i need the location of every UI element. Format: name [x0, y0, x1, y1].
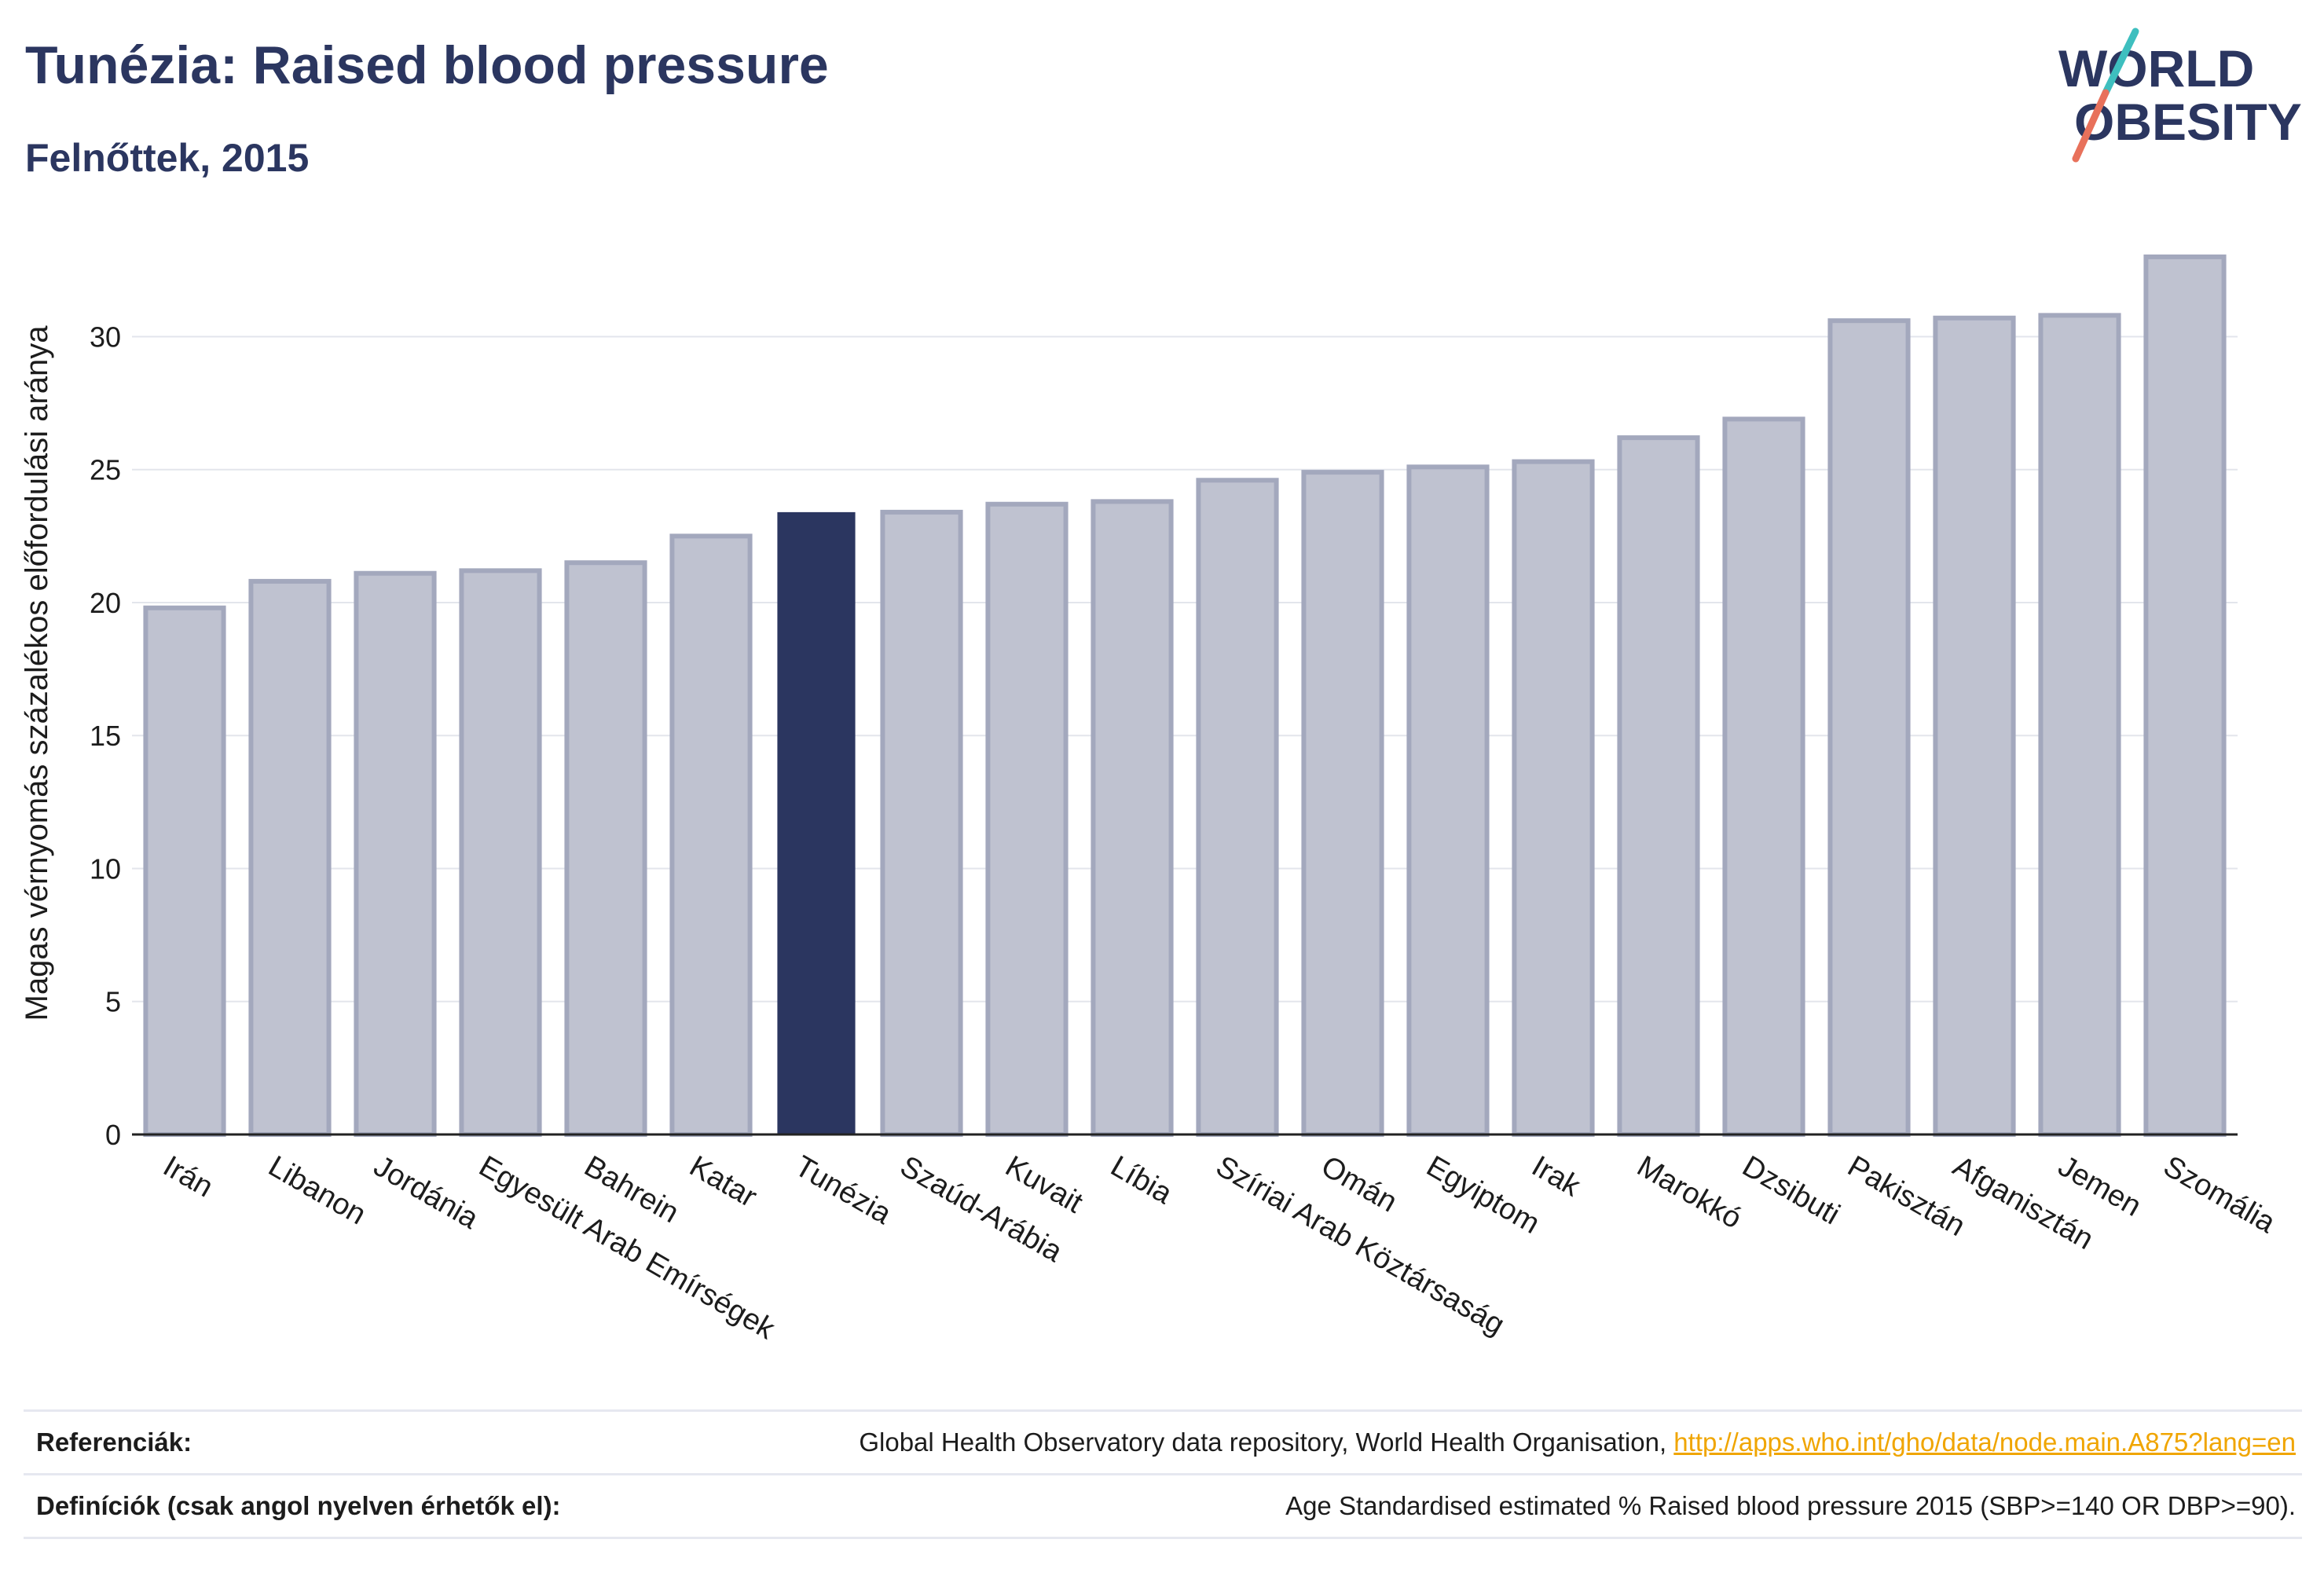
bar-17[interactable]: [1827, 318, 1911, 1138]
bar-13[interactable]: [1406, 464, 1490, 1137]
world-obesity-logo: WORLD OBESITY: [2058, 27, 2302, 163]
logo-slash-coral: [2072, 89, 2110, 163]
bar-2[interactable]: [248, 578, 332, 1137]
bar-7[interactable]: [777, 511, 856, 1134]
x-tick-label: Dzsibuti: [1737, 1149, 1846, 1231]
bar-14[interactable]: [1512, 459, 1595, 1137]
x-tick-label: Tunézia: [790, 1149, 898, 1231]
y-tick-label: 20: [90, 587, 121, 619]
y-tick-label: 5: [105, 986, 121, 1018]
y-tick-label: 0: [105, 1119, 121, 1151]
x-tick-label: Egyiptom: [1421, 1149, 1545, 1241]
x-tick-label: Marokkó: [1632, 1149, 1747, 1235]
logo-slash-teal: [2102, 27, 2139, 97]
references-link[interactable]: http://apps.who.int/gho/data/node.main.A…: [1673, 1428, 2296, 1457]
bar-4[interactable]: [459, 568, 542, 1137]
x-tick-label: Líbia: [1105, 1149, 1178, 1211]
bar-6[interactable]: [669, 533, 753, 1137]
bar-10[interactable]: [1091, 499, 1174, 1137]
bar-9[interactable]: [985, 501, 1069, 1137]
y-tick-label: 30: [90, 321, 121, 353]
bar-1[interactable]: [143, 605, 226, 1137]
references-value: Global Health Observatory data repositor…: [859, 1428, 2302, 1457]
x-tick-label: Irán: [158, 1149, 219, 1204]
y-tick-label: 10: [90, 852, 121, 885]
y-axis-ticks: 0 5 10 15 20 25 30: [90, 321, 121, 1151]
y-axis-label: Magas vérnyomás százalékos előfordulási …: [20, 325, 54, 1021]
definitions-value: Age Standardised estimated % Raised bloo…: [1285, 1491, 2296, 1520]
bar-5[interactable]: [564, 560, 647, 1137]
bar-3[interactable]: [354, 570, 437, 1137]
bar-16[interactable]: [1722, 416, 1805, 1137]
y-tick-label: 25: [90, 454, 121, 486]
chart-subtitle: Felnőttek, 2015: [25, 136, 310, 180]
bar-18[interactable]: [1933, 315, 2016, 1137]
bar-15[interactable]: [1617, 435, 1700, 1137]
logo-line-obesity: OBESITY: [2074, 93, 2302, 151]
logo-line-world: WORLD: [2058, 39, 2254, 97]
x-tick-label: Pakisztán: [1842, 1149, 1971, 1243]
references-label: Referenciák:: [36, 1428, 192, 1457]
x-tick-label: Jordánia: [368, 1149, 485, 1236]
y-tick-label: 15: [90, 720, 121, 752]
gridlines: [132, 335, 2238, 1002]
bar-11[interactable]: [1196, 478, 1279, 1137]
bar-19[interactable]: [2038, 313, 2121, 1138]
chart-title: Tunézia: Raised blood pressure: [25, 35, 829, 95]
bar-20[interactable]: [2143, 254, 2227, 1137]
bar-8[interactable]: [880, 509, 963, 1137]
x-tick-label: Szomália: [2158, 1149, 2282, 1240]
bar-12[interactable]: [1301, 470, 1384, 1137]
references-row: Referenciák: Global Health Observatory d…: [24, 1409, 2302, 1473]
x-tick-label: Libanon: [263, 1149, 372, 1231]
x-tick-label: Katar: [684, 1149, 763, 1214]
definitions-label: Definíciók (csak angol nyelven érhetők e…: [36, 1491, 561, 1520]
definitions-row: Definíciók (csak angol nyelven érhetők e…: [24, 1473, 2302, 1539]
references-text: Global Health Observatory data repositor…: [859, 1428, 1674, 1457]
bars: [143, 254, 2227, 1138]
x-tick-label: Irak: [1527, 1149, 1587, 1204]
